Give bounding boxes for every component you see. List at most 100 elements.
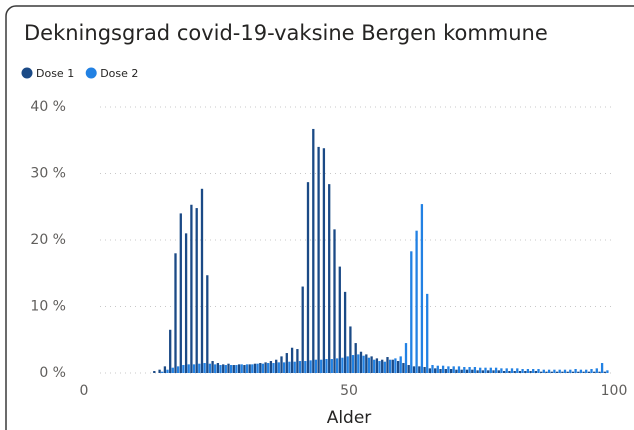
- bar: [455, 369, 458, 373]
- bar: [534, 371, 538, 373]
- bar: [237, 364, 241, 373]
- bar: [229, 365, 233, 373]
- bar: [391, 359, 394, 373]
- bar: [571, 371, 575, 373]
- x-axis-label: Alder: [327, 408, 372, 428]
- bar: [434, 368, 437, 373]
- bar: [161, 371, 164, 373]
- bar: [335, 358, 339, 373]
- bar: [574, 369, 577, 373]
- bar: [253, 363, 257, 373]
- bar: [555, 371, 559, 373]
- bar: [174, 253, 177, 373]
- bar: [537, 369, 540, 373]
- bar: [277, 362, 280, 373]
- bar: [492, 370, 495, 373]
- bar: [235, 365, 238, 373]
- bar: [404, 343, 408, 373]
- bar: [561, 371, 564, 373]
- bar: [365, 354, 368, 373]
- bar: [357, 354, 360, 373]
- bar: [436, 365, 439, 373]
- bar: [388, 359, 392, 373]
- bar: [396, 361, 400, 373]
- bar: [275, 359, 278, 373]
- bar: [510, 368, 514, 373]
- bar: [333, 229, 336, 373]
- bar: [272, 363, 275, 373]
- bar: [285, 353, 288, 373]
- bar: [600, 363, 604, 373]
- bar: [314, 359, 318, 373]
- bar: [494, 367, 498, 373]
- bar: [431, 365, 434, 373]
- bar: [224, 365, 227, 373]
- bar: [428, 368, 432, 373]
- bar: [222, 364, 225, 373]
- bar: [163, 366, 167, 373]
- bar: [362, 355, 365, 373]
- bar: [158, 369, 161, 373]
- bar: [542, 369, 545, 373]
- bar: [449, 369, 453, 373]
- bar: [349, 326, 352, 373]
- bar: [198, 363, 201, 373]
- bar: [553, 369, 556, 373]
- bar: [341, 357, 344, 373]
- bar: [166, 369, 169, 373]
- bar: [423, 367, 426, 373]
- bar: [420, 204, 424, 373]
- bar: [585, 369, 588, 373]
- bar: [211, 361, 214, 373]
- bar: [479, 367, 482, 373]
- bar: [298, 361, 302, 373]
- bar: [444, 369, 447, 373]
- bar: [415, 230, 418, 373]
- bar: [402, 363, 405, 373]
- bar: [259, 363, 262, 373]
- bar: [452, 366, 455, 373]
- bar: [317, 146, 320, 373]
- bar: [524, 371, 527, 373]
- bar: [558, 369, 561, 373]
- bar: [481, 370, 485, 373]
- y-tick-label: 40 %: [30, 99, 66, 115]
- bar: [603, 371, 606, 373]
- bar: [502, 371, 506, 373]
- bar: [378, 361, 381, 373]
- bar: [500, 368, 503, 373]
- bar: [410, 251, 413, 373]
- bar: [399, 356, 402, 373]
- bar: [309, 360, 312, 373]
- bar: [243, 365, 246, 373]
- bar: [264, 362, 267, 373]
- y-tick-label: 0 %: [39, 365, 66, 381]
- bar: [256, 363, 259, 373]
- x-tick-label: 50: [340, 383, 358, 399]
- bar: [373, 359, 376, 373]
- bar: [582, 371, 585, 373]
- bar: [367, 357, 371, 373]
- bar: [370, 356, 373, 373]
- bar: [505, 368, 508, 373]
- y-tick-label: 20 %: [30, 232, 66, 248]
- y-tick-label: 10 %: [30, 299, 66, 315]
- bar: [566, 371, 569, 373]
- bar: [598, 371, 601, 373]
- bar: [439, 369, 442, 373]
- bar: [593, 371, 596, 373]
- bar: [206, 275, 209, 373]
- bar: [320, 359, 323, 373]
- bar: [606, 370, 609, 373]
- bar: [473, 367, 477, 373]
- bar: [290, 347, 294, 373]
- bar: [330, 359, 333, 373]
- bar: [219, 365, 222, 373]
- bar: [216, 363, 220, 373]
- bar: [529, 371, 532, 373]
- bar: [187, 364, 190, 373]
- legend-label: Dose 2: [100, 67, 138, 80]
- bar: [359, 351, 363, 373]
- bar: [200, 188, 204, 373]
